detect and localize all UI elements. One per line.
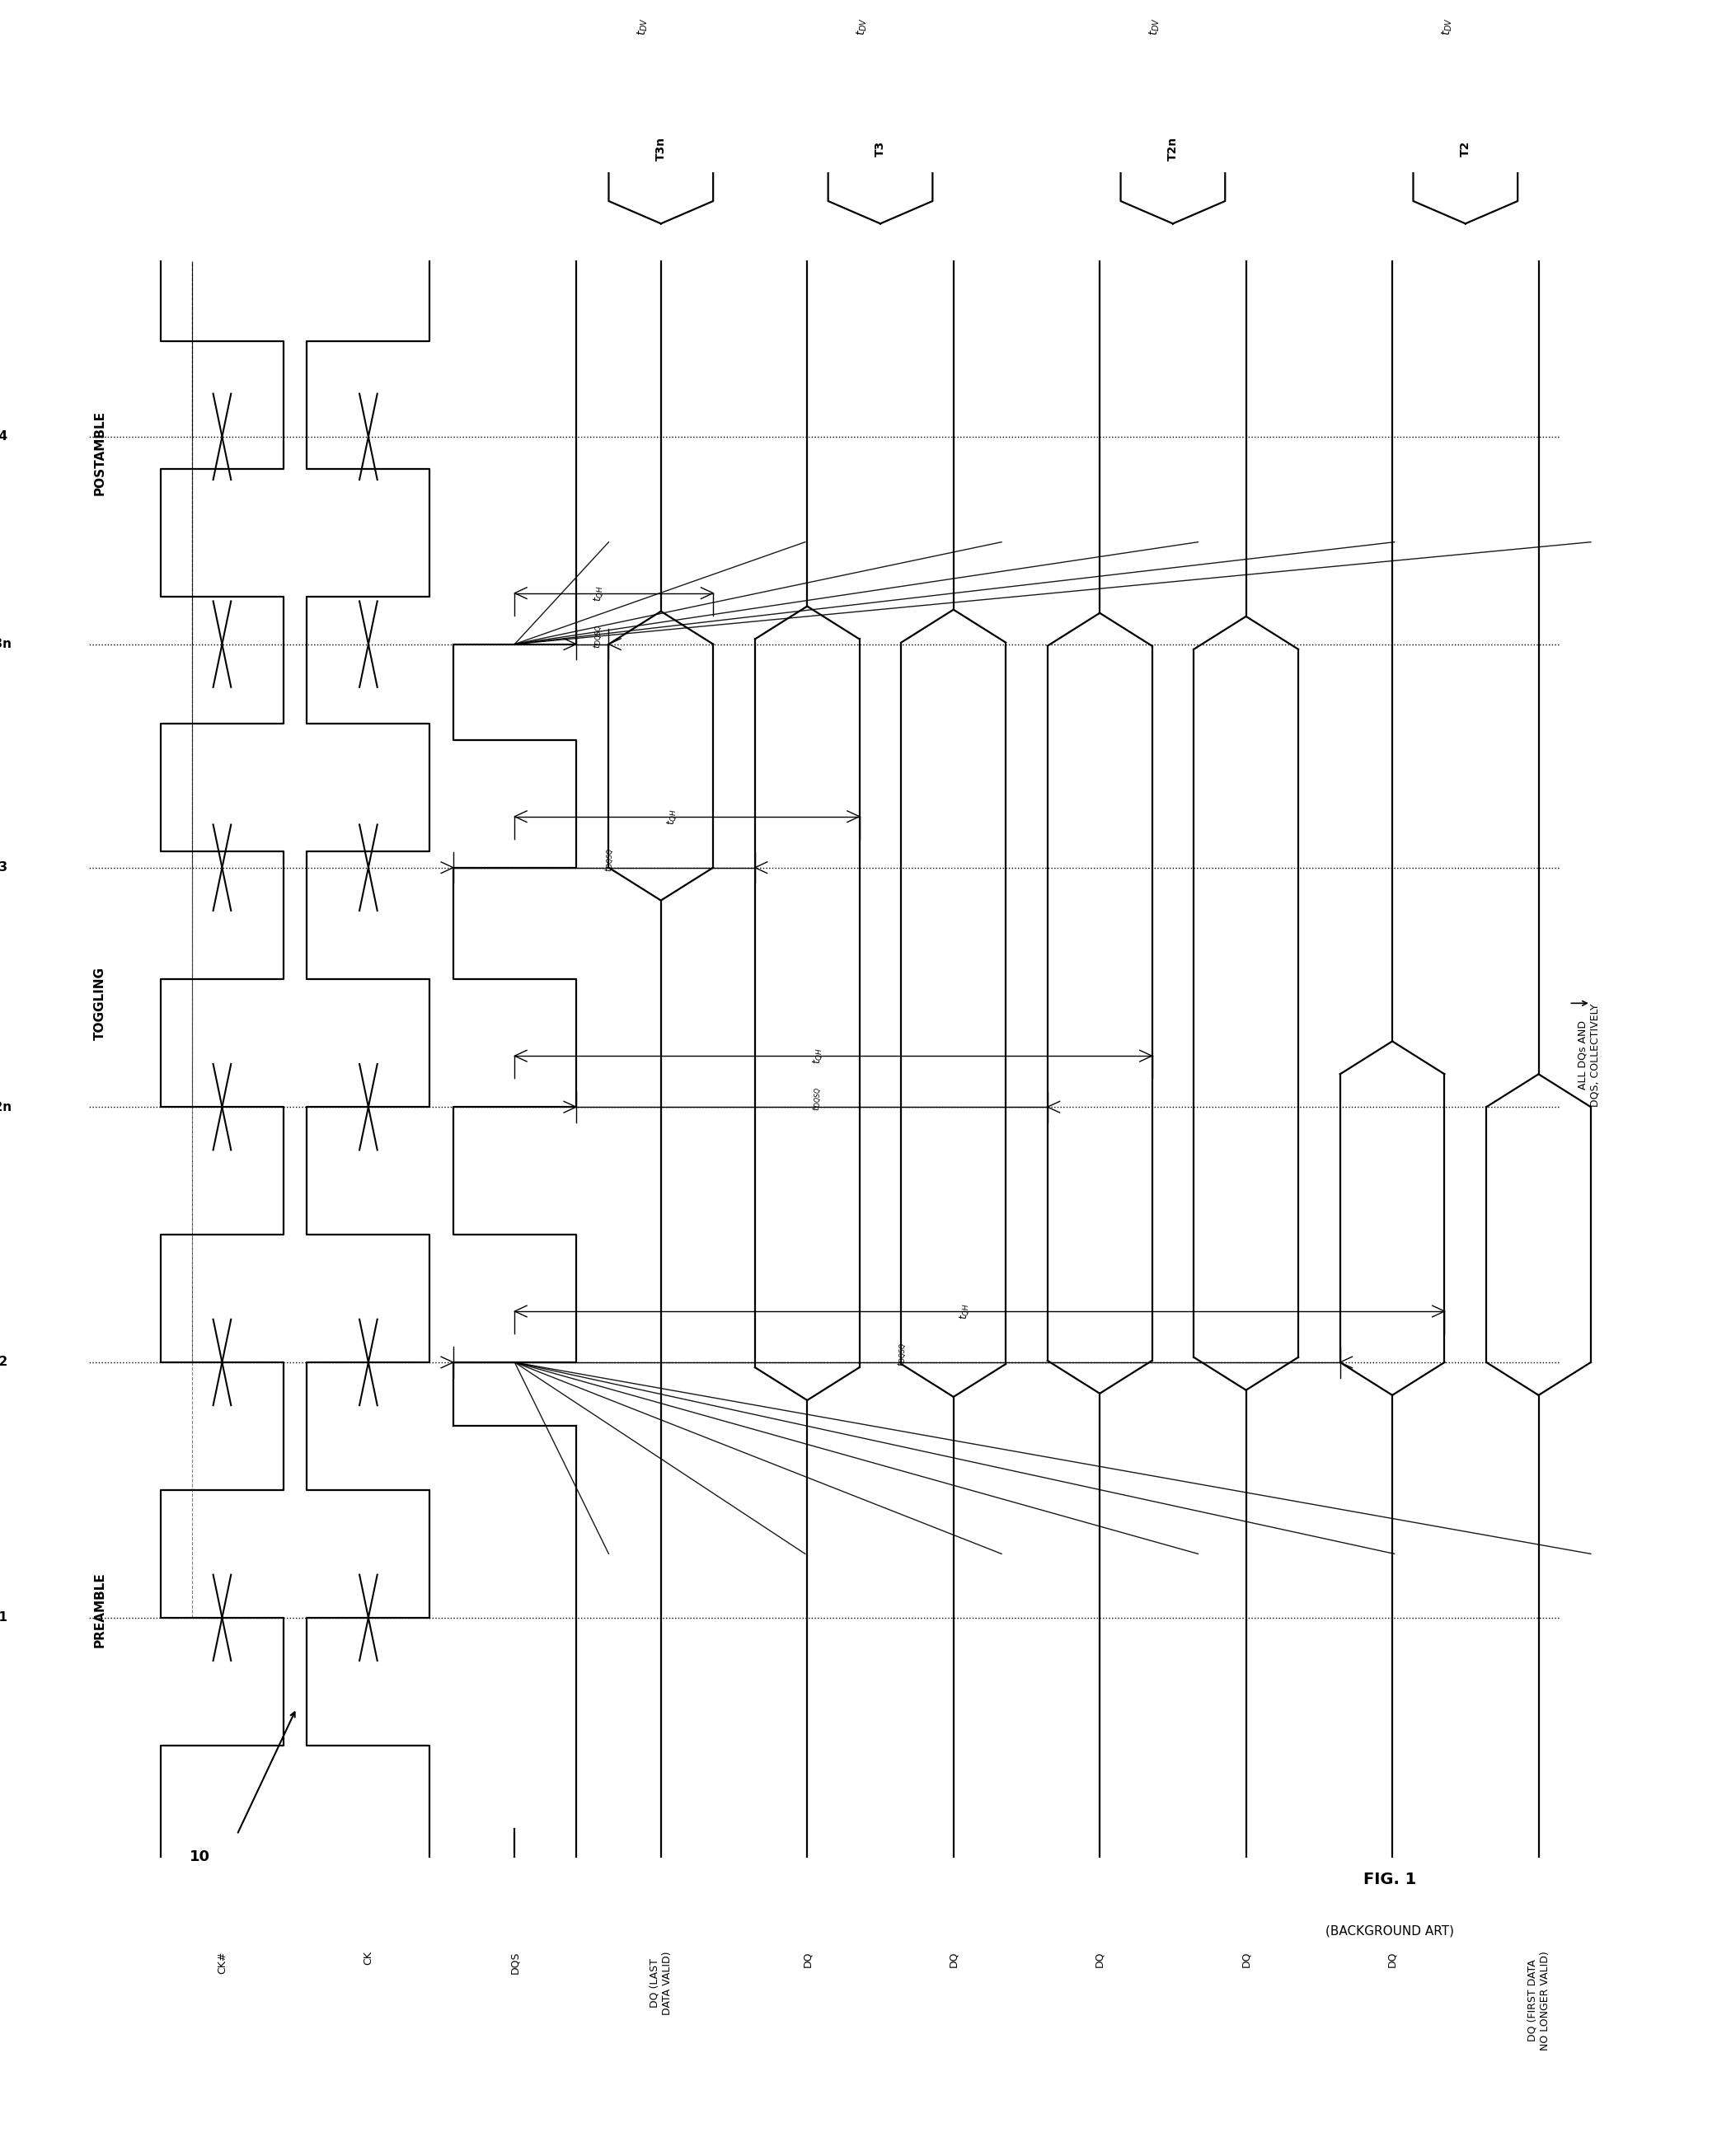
Text: TOGGLING: TOGGLING (93, 966, 106, 1039)
Text: $t_{QH}$: $t_{QH}$ (592, 584, 604, 602)
Text: DQ: DQ (1387, 1951, 1397, 1966)
Text: POSTAMBLE: POSTAMBLE (93, 410, 106, 496)
Text: T2n: T2n (1167, 136, 1179, 160)
Text: T2n: T2n (0, 1102, 12, 1112)
Text: CK: CK (364, 1951, 374, 1964)
Text: $t_{DV}$: $t_{DV}$ (637, 17, 649, 37)
Text: PREAMBLE: PREAMBLE (93, 1572, 106, 1647)
Text: ALL DQs AND
DQS, COLLECTIVELY: ALL DQs AND DQS, COLLECTIVELY (1577, 1003, 1601, 1106)
Text: DQS: DQS (509, 1951, 519, 1973)
Text: CK#: CK# (216, 1951, 227, 1973)
Text: T3: T3 (874, 140, 886, 157)
Text: $t_{DQSQ}$: $t_{DQSQ}$ (812, 1087, 824, 1110)
Text: T2: T2 (0, 1356, 9, 1369)
Text: $t_{DQSQ}$: $t_{DQSQ}$ (897, 1343, 909, 1367)
Text: $t_{DQSQ}$: $t_{DQSQ}$ (592, 625, 604, 649)
Text: $t_{QH}$: $t_{QH}$ (957, 1302, 971, 1319)
Text: $t_{DV}$: $t_{DV}$ (1148, 17, 1162, 37)
Text: T3n: T3n (654, 136, 666, 160)
Text: (BACKGROUND ART): (BACKGROUND ART) (1326, 1925, 1454, 1938)
Text: T3: T3 (0, 862, 9, 873)
Text: DQ (FIRST DATA
NO LONGER VALID): DQ (FIRST DATA NO LONGER VALID) (1527, 1951, 1551, 2050)
Text: $t_{DQSQ}$: $t_{DQSQ}$ (604, 847, 616, 871)
Text: T1: T1 (0, 1611, 9, 1623)
Text: $t_{QH}$: $t_{QH}$ (665, 808, 679, 826)
Text: DQ: DQ (949, 1951, 959, 1966)
Text: T2: T2 (1459, 140, 1471, 157)
Text: T4: T4 (0, 431, 9, 442)
Text: DQ: DQ (801, 1951, 812, 1966)
Text: $t_{QH}$: $t_{QH}$ (812, 1048, 824, 1065)
Text: FIG. 1: FIG. 1 (1364, 1871, 1416, 1886)
Text: DQ: DQ (1241, 1951, 1252, 1966)
Text: DQ: DQ (1094, 1951, 1104, 1966)
Text: T3n: T3n (0, 638, 12, 651)
Text: DQ (LAST
DATA VALID): DQ (LAST DATA VALID) (649, 1951, 672, 2016)
Text: 10: 10 (189, 1850, 209, 1865)
Text: $t_{DV}$: $t_{DV}$ (1440, 17, 1454, 37)
Text: $t_{DV}$: $t_{DV}$ (855, 17, 869, 37)
